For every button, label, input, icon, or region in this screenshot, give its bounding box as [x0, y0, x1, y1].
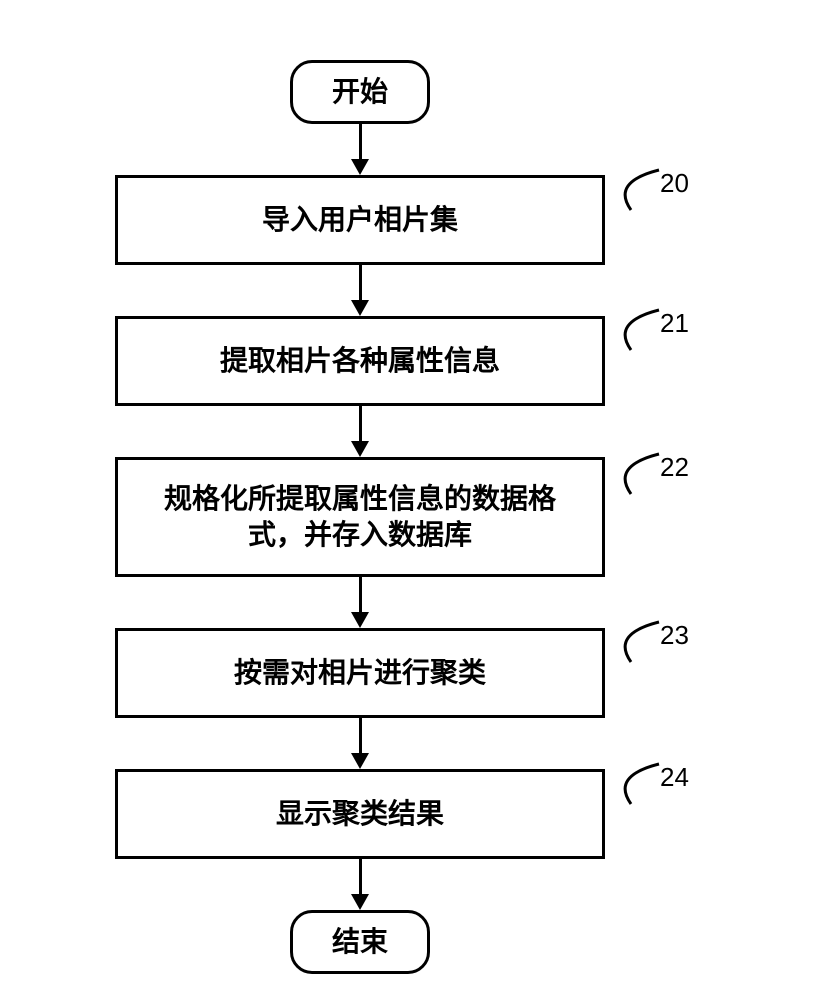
edge-p22-p23	[359, 577, 362, 613]
callout-24	[603, 762, 661, 810]
label-22: 22	[660, 452, 689, 483]
edge-start-p20-head	[351, 159, 369, 175]
label-20-text: 20	[660, 168, 689, 198]
node-start: 开始	[290, 60, 430, 124]
label-22-text: 22	[660, 452, 689, 482]
node-display: 显示聚类结果	[115, 769, 605, 859]
edge-p24-end	[359, 859, 362, 895]
label-24: 24	[660, 762, 689, 793]
node-end-text: 结束	[332, 924, 388, 960]
callout-23	[603, 620, 661, 668]
node-end: 结束	[290, 910, 430, 974]
label-23-text: 23	[660, 620, 689, 650]
node-cluster-text: 按需对相片进行聚类	[234, 655, 486, 691]
node-cluster: 按需对相片进行聚类	[115, 628, 605, 718]
node-import-photos: 导入用户相片集	[115, 175, 605, 265]
callout-21	[603, 308, 661, 356]
callout-22	[603, 452, 661, 500]
node-start-text: 开始	[332, 74, 388, 110]
node-import-photos-text: 导入用户相片集	[262, 202, 458, 238]
label-23: 23	[660, 620, 689, 651]
label-20: 20	[660, 168, 689, 199]
edge-p20-p21-head	[351, 300, 369, 316]
label-21-text: 21	[660, 308, 689, 338]
edge-p21-p22-head	[351, 441, 369, 457]
edge-start-p20	[359, 124, 362, 160]
node-normalize-store-text: 规格化所提取属性信息的数据格式，并存入数据库	[148, 481, 572, 554]
flowchart-canvas: 开始 导入用户相片集 提取相片各种属性信息 规格化所提取属性信息的数据格式，并存…	[0, 0, 830, 1000]
node-extract-attrs-text: 提取相片各种属性信息	[220, 343, 500, 379]
node-display-text: 显示聚类结果	[276, 796, 444, 832]
edge-p23-p24-head	[351, 753, 369, 769]
edge-p21-p22	[359, 406, 362, 442]
label-21: 21	[660, 308, 689, 339]
edge-p23-p24	[359, 718, 362, 754]
label-24-text: 24	[660, 762, 689, 792]
callout-20	[603, 168, 661, 216]
node-normalize-store: 规格化所提取属性信息的数据格式，并存入数据库	[115, 457, 605, 577]
edge-p20-p21	[359, 265, 362, 301]
edge-p24-end-head	[351, 894, 369, 910]
node-extract-attrs: 提取相片各种属性信息	[115, 316, 605, 406]
edge-p22-p23-head	[351, 612, 369, 628]
